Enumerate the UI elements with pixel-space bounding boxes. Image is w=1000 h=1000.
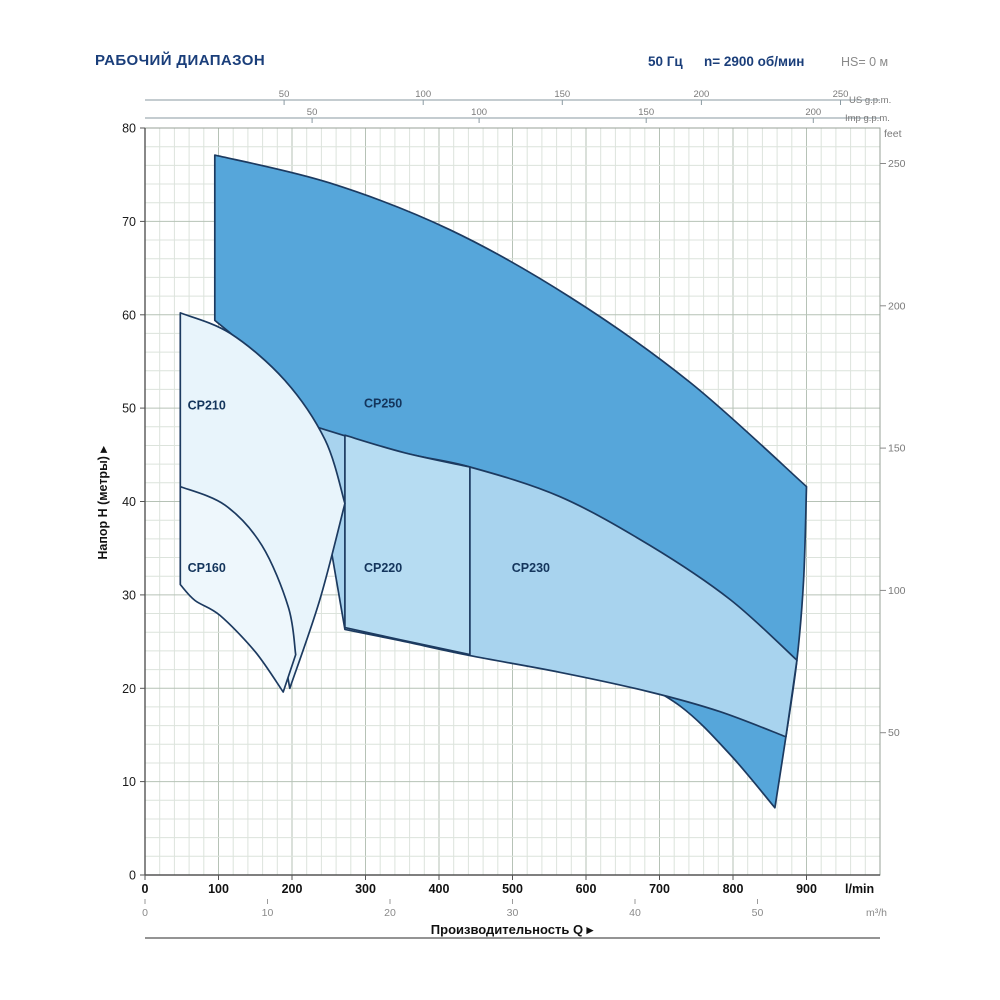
svg-text:100: 100 <box>888 585 906 597</box>
speed-label: n= 2900 об/мин <box>704 54 805 69</box>
svg-text:100: 100 <box>415 89 431 100</box>
svg-text:400: 400 <box>429 882 450 896</box>
svg-text:20: 20 <box>122 682 136 696</box>
svg-text:100: 100 <box>208 882 229 896</box>
svg-text:250: 250 <box>833 89 849 100</box>
svg-text:30: 30 <box>507 907 519 919</box>
svg-text:200: 200 <box>282 882 303 896</box>
svg-text:70: 70 <box>122 215 136 229</box>
bottom-axis-m3h: 0 10 20 30 40 50 m³/h <box>142 899 887 919</box>
svg-text:40: 40 <box>629 907 641 919</box>
svg-text:0: 0 <box>129 869 136 883</box>
svg-text:feet: feet <box>884 128 902 140</box>
svg-text:150: 150 <box>554 89 570 100</box>
svg-text:50: 50 <box>279 89 290 100</box>
svg-text:10: 10 <box>262 907 274 919</box>
region-CP160 <box>179 485 297 693</box>
svg-text:Напор H (метры) ▸: Напор H (метры) ▸ <box>96 445 110 560</box>
svg-text:600: 600 <box>576 882 597 896</box>
svg-text:l/min: l/min <box>845 882 874 896</box>
svg-text:Imp g.p.m.: Imp g.p.m. <box>845 113 890 124</box>
frequency-label: 50 Гц <box>648 54 683 69</box>
svg-text:0: 0 <box>142 882 149 896</box>
svg-text:30: 30 <box>122 588 136 602</box>
svg-text:10: 10 <box>122 775 136 789</box>
suction-head-label: HS= 0 м <box>841 55 889 69</box>
svg-text:50: 50 <box>307 107 318 118</box>
svg-text:100: 100 <box>471 107 487 118</box>
bottom-axis-lmin: 0 100 200 300 400 500 600 700 800 900 l/min <box>142 874 880 896</box>
svg-text:900: 900 <box>796 882 817 896</box>
svg-text:200: 200 <box>888 300 906 312</box>
svg-text:800: 800 <box>723 882 744 896</box>
svg-text:80: 80 <box>122 122 136 136</box>
svg-text:Производительность Q ▸: Производительность Q ▸ <box>431 922 595 937</box>
axis-titles: Производительность Q ▸ Напор H (метры) ▸ <box>96 445 595 937</box>
svg-text:150: 150 <box>888 443 906 455</box>
svg-text:0: 0 <box>142 907 148 919</box>
svg-text:50: 50 <box>752 907 764 919</box>
svg-text:60: 60 <box>122 308 136 322</box>
svg-text:250: 250 <box>888 158 906 170</box>
svg-text:200: 200 <box>805 107 821 118</box>
svg-text:500: 500 <box>502 882 523 896</box>
region-CP220 <box>344 434 471 656</box>
svg-text:200: 200 <box>693 89 709 100</box>
svg-text:US g.p.m.: US g.p.m. <box>849 95 891 106</box>
svg-text:20: 20 <box>384 907 396 919</box>
svg-text:CP230: CP230 <box>512 561 550 575</box>
svg-text:CP220: CP220 <box>364 561 402 575</box>
pump-regions <box>179 154 808 809</box>
svg-text:50: 50 <box>122 402 136 416</box>
svg-text:CP210: CP210 <box>188 398 226 412</box>
svg-text:40: 40 <box>122 495 136 509</box>
page-title: РАБОЧИЙ ДИАПАЗОН <box>95 52 266 69</box>
svg-text:CP160: CP160 <box>188 561 226 575</box>
region-labels: CP210 CP250 CP160 CP220 CP230 <box>188 397 550 575</box>
svg-text:700: 700 <box>649 882 670 896</box>
left-axis-meters: 0 10 20 30 40 50 60 70 80 <box>122 122 146 883</box>
right-axis-feet: 50 100 150 200 250 feet <box>880 128 906 739</box>
svg-text:CP250: CP250 <box>364 397 402 411</box>
svg-text:150: 150 <box>638 107 654 118</box>
svg-text:50: 50 <box>888 727 900 739</box>
svg-text:300: 300 <box>355 882 376 896</box>
svg-text:m³/h: m³/h <box>866 907 887 919</box>
